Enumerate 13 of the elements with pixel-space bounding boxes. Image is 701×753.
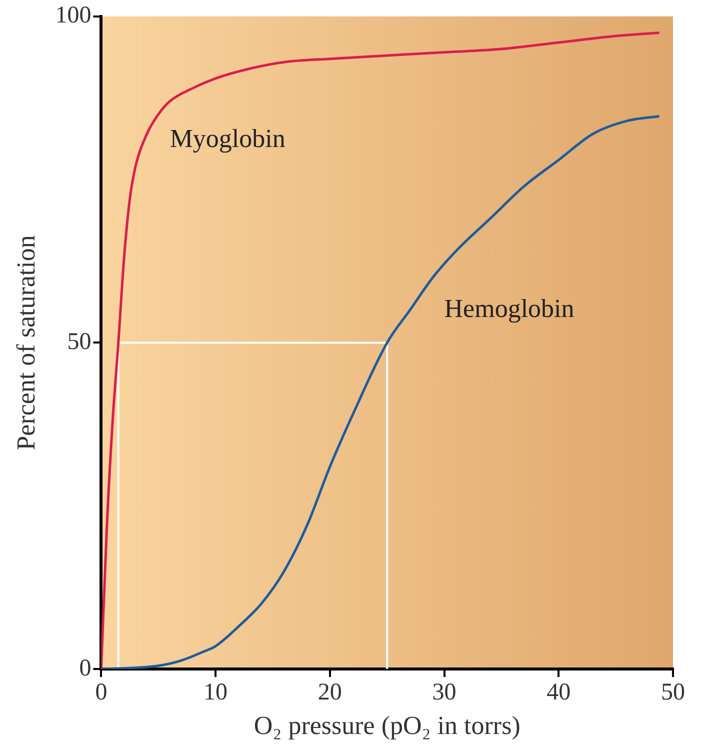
x-tick-label: 10 (204, 680, 228, 706)
x-tick-label: 50 (661, 680, 685, 706)
y-tick-label: 100 (55, 2, 92, 29)
y-axis-title: Percent of saturation (11, 235, 40, 450)
x-tick-label: 40 (546, 680, 571, 706)
series-label: Myoglobin (170, 124, 286, 154)
x-tick-label: 30 (432, 680, 456, 706)
y-tick-label: 0 (79, 655, 92, 682)
x-axis-title: O₂ pressure (pO₂ in torrs) (254, 711, 520, 740)
x-tick-label: 20 (318, 680, 342, 706)
series-label: Hemoglobin (444, 294, 574, 323)
x-tick-label: 0 (95, 680, 108, 706)
y-tick-label: 50 (67, 328, 92, 355)
